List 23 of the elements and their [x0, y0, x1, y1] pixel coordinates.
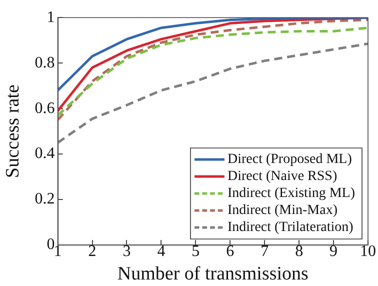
x-tick-label: 5 [192, 242, 200, 260]
x-tick-label: 9 [330, 242, 338, 260]
x-axis-title: Number of transmissions [117, 264, 308, 285]
line-series [58, 42, 368, 144]
x-tick-label: 7 [260, 242, 269, 260]
x-tick-label: 10 [360, 242, 376, 260]
legend-label: Indirect (Trilateration) [227, 220, 354, 236]
y-tick-label: 0.2 [34, 190, 55, 208]
y-tick-label: 0.6 [34, 100, 55, 117]
x-tick-label: 4 [157, 242, 166, 260]
y-tick-label: 0.8 [34, 54, 55, 72]
legend-label: Indirect (Existing ML) [227, 186, 356, 202]
legend-label: Indirect (Min-Max) [227, 203, 338, 218]
legend-label: Direct (Proposed ML) [227, 152, 352, 168]
y-tick-label: 0.4 [34, 145, 55, 162]
y-axis-title: Success rate [2, 84, 24, 178]
y-tick-label: 1 [46, 8, 55, 26]
x-tick-label: 2 [88, 242, 96, 260]
x-tick-label: 8 [295, 242, 304, 260]
x-tick-label: 3 [122, 242, 131, 260]
legend-label: Direct (Naive RSS) [227, 169, 338, 184]
y-tick-label: 0 [46, 236, 55, 254]
x-tick-label: 6 [226, 242, 234, 260]
